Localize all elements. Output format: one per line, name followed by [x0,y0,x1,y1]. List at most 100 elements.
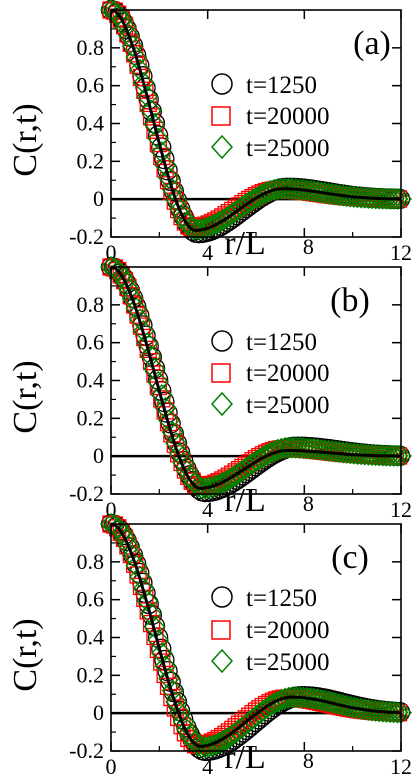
marker-t=25000 [110,264,133,287]
ytick-label: 0.8 [77,292,105,317]
marker-t=25000 [132,71,155,94]
marker-t=25000 [281,686,304,709]
marker-t=25000 [339,442,362,465]
legend-circle-marker [211,73,233,95]
marker-t=25000 [281,178,304,201]
panel-c-label: (c) [331,539,369,576]
xtick-label: 4 [202,240,213,265]
marker-t=25000 [379,187,402,210]
legend-label-t25000: t=25000 [246,649,330,676]
marker-t=25000 [284,686,307,709]
panel-b-fit-curve [110,265,401,490]
marker-t=25000 [332,184,354,207]
panel-b-ytick-labels: -0.2 0 0.2 0.4 0.6 0.8 [69,292,104,506]
marker-t=25000 [379,444,402,467]
marker-t=25000 [386,444,409,467]
marker-t=25000 [274,177,296,200]
marker-t=20000 [136,328,154,347]
marker-t=25000 [121,35,144,58]
marker-t=25000 [368,187,391,210]
marker-t=25000 [114,270,137,293]
marker-t=25000 [284,178,307,201]
marker-t=25000 [328,184,351,207]
marker-t=25000 [332,441,354,464]
marker-t=25000 [281,436,304,459]
marker-t=25000 [350,186,373,209]
ytick-label: 0 [93,186,104,211]
panel-a-label: (a) [353,25,391,62]
marker-t=25000 [310,438,333,461]
xtick-label: 4 [202,754,213,779]
ytick-label: 0.2 [77,662,105,687]
ytick-label: 0.8 [77,549,105,574]
ytick-label: 0.4 [77,625,105,650]
legend-label-t20000: t=20000 [246,360,330,387]
marker-t=25000 [266,178,289,201]
marker-t=25000 [346,186,369,209]
panel-c-legend: t=1250 t=20000 t=25000 [210,585,330,676]
marker-t=20000 [244,704,262,723]
xtick-label: 8 [303,748,314,773]
marker-t=1250 [154,148,175,170]
marker-t=25000 [147,127,170,150]
marker-t=25000 [165,189,188,212]
marker-t=25000 [161,679,184,702]
marker-t=25000 [165,432,188,455]
panel-a: C(r,t) -0.200.20.40.60.8 0 4 128 (a) t=125… [7,0,412,265]
marker-t=25000 [205,733,228,756]
marker-t=25000 [216,727,238,750]
marker-t=25000 [110,521,133,544]
marker-t=25000 [143,615,166,638]
panel-a-xlabel: r/L [224,225,266,262]
xtick-label: 12 [390,754,412,779]
marker-t=25000 [284,436,307,459]
xtick-label: 0 [106,497,117,522]
panel-a-fit-curve [110,8,401,232]
marker-t=25000 [161,178,184,201]
marker-t=20000 [149,377,168,396]
ytick-label: 0.6 [77,330,105,355]
marker-t=25000 [361,444,383,467]
legend-circle-marker [211,586,233,608]
marker-t=25000 [306,438,329,461]
panel-a-frame [110,9,402,238]
legend-square-marker [211,363,231,383]
marker-t=25000 [364,444,387,467]
marker-t=25000 [136,589,159,612]
marker-t=20000 [139,340,157,359]
marker-t=25000 [379,701,402,724]
marker-t=1250 [135,77,156,98]
marker-t=25000 [125,46,148,69]
marker-t=25000 [168,701,191,724]
marker-t=25000 [129,565,151,588]
marker-t=25000 [386,701,409,724]
marker-t=25000 [277,436,300,459]
marker-t=25000 [313,439,336,462]
marker-t=25000 [368,444,391,467]
panel-b-ylabel: C(r,t) [7,360,44,433]
marker-t=25000 [187,218,209,241]
marker-t=25000 [136,85,159,108]
ytick-label: 0.4 [77,368,105,393]
ytick-label: -0.2 [69,481,104,506]
marker-t=25000 [121,544,144,567]
legend-label-t25000: t=25000 [246,392,330,419]
marker-t=25000 [346,442,369,465]
marker-t=25000 [375,700,398,723]
legend-label-t20000: t=20000 [246,103,330,130]
ytick-label: -0.2 [69,224,104,249]
marker-t=25000 [371,700,394,723]
marker-t=25000 [361,187,383,210]
ytick-label: 0.8 [77,35,105,60]
ytick-label: 0.6 [77,587,105,612]
legend-diamond-marker [210,134,234,160]
marker-t=20000 [132,577,151,596]
legend-label-t1250: t=1250 [246,585,317,612]
marker-t=25000 [172,206,195,229]
panel-b: C(r,t) -0.200.20.40.60.8 0 4 128 (b) t=125… [7,256,412,522]
panel-c: C(r,t) -0.200.20.40.60.8 0 4 128 (c) t=125… [7,513,412,779]
marker-t=25000 [129,308,151,331]
marker-t=25000 [295,437,318,460]
marker-t=25000 [118,278,141,301]
panel-c-ylabel: C(r,t) [7,618,44,691]
